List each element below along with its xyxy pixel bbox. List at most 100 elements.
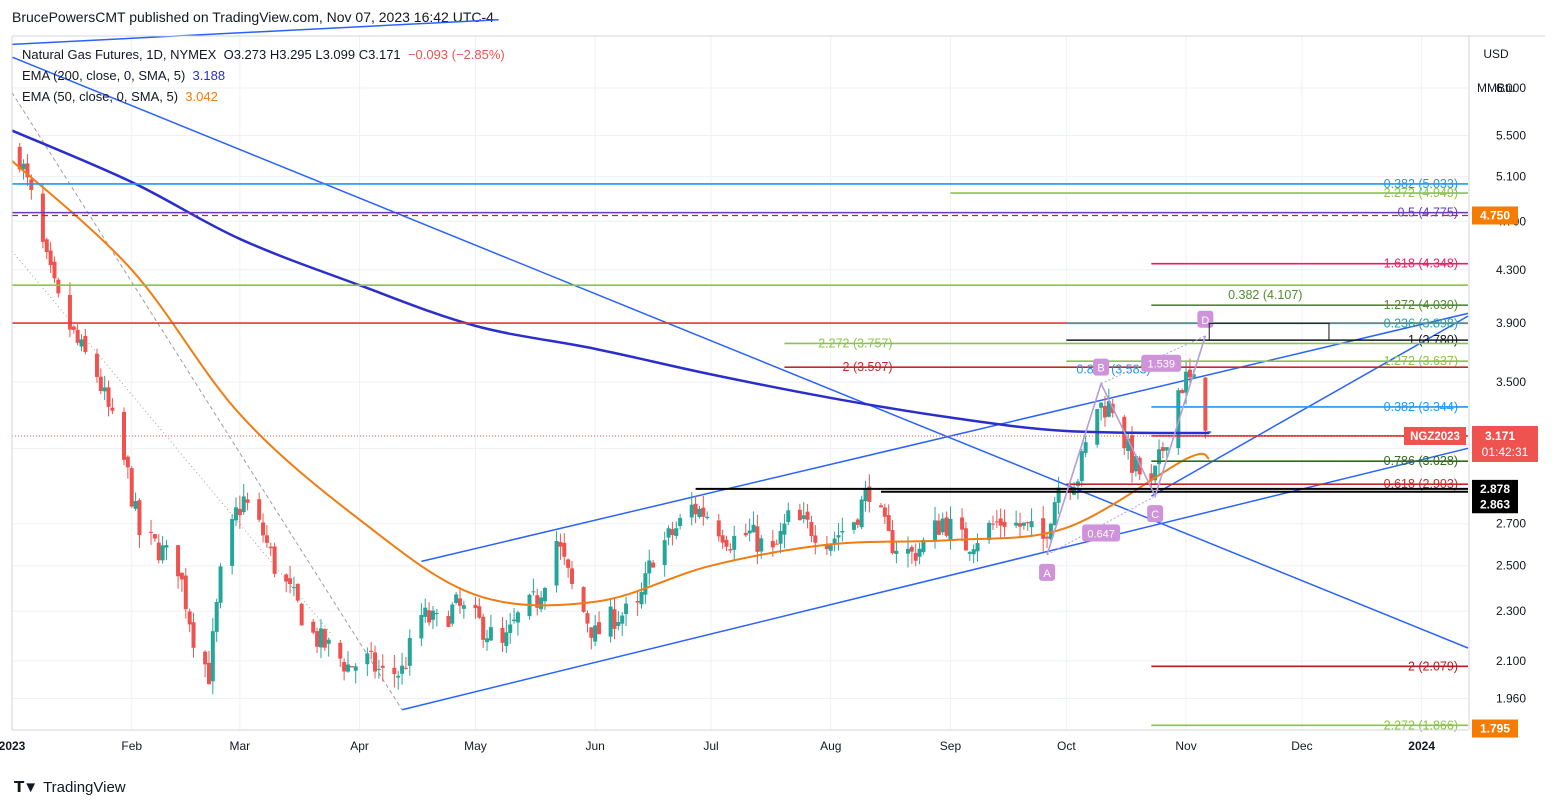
level-label: 1.272 (3.637) [1384, 354, 1458, 368]
legend-ema50-label: EMA (50, close, 0, SMA, 5) [22, 89, 179, 104]
pattern-point-badge [1093, 358, 1110, 376]
candle-body [346, 664, 350, 672]
candle-body [17, 146, 22, 170]
candle-body [535, 595, 540, 608]
tradingview-logo-icon: 𝗧▼ [14, 779, 38, 796]
candle-body [1014, 522, 1019, 526]
candle-body [990, 523, 995, 525]
candle-body [585, 613, 590, 624]
trendline-steep [1150, 315, 1469, 497]
countdown-tag: 01:42:31 [1482, 445, 1529, 459]
candle-body [349, 666, 354, 668]
candle-body [1029, 521, 1034, 528]
level-label: 2 (2.079) [1408, 659, 1458, 673]
candle-body [662, 540, 667, 565]
candle-body [531, 591, 536, 593]
candle-body [203, 651, 208, 665]
candle-body [906, 548, 910, 554]
trendline-top [11, 18, 499, 46]
candle-body [133, 501, 138, 509]
low-price-tag-bg [1472, 719, 1518, 738]
candle-body [828, 545, 833, 551]
chart-overlays [11, 18, 1469, 711]
target-box [1208, 322, 1330, 341]
low-price-tag: 1.795 [1480, 722, 1510, 736]
candle-body [921, 539, 926, 553]
candle-body [214, 601, 219, 632]
level-label: 1.618 (4.348) [1384, 257, 1458, 271]
candle-body [261, 522, 266, 536]
ratio-badge [1141, 354, 1182, 372]
candle-body [944, 517, 949, 536]
candle-body [678, 517, 683, 526]
ema-lines [11, 129, 1210, 607]
candle-body [882, 507, 887, 517]
y-tick-label: 2.300 [1496, 604, 1526, 618]
level-label: 0.382 (5.033) [1384, 177, 1458, 191]
candle-body [1025, 522, 1030, 524]
candle-body [1184, 371, 1189, 393]
x-tick-label: Oct [1057, 739, 1076, 753]
candle-body [832, 538, 837, 545]
candle-body [237, 508, 242, 516]
brand-label: TradingView [43, 778, 126, 796]
candle-body [1157, 449, 1162, 465]
candle-body [454, 594, 459, 603]
candle-body [824, 544, 829, 550]
candle-body [210, 631, 215, 682]
candle-body [458, 598, 462, 606]
dashed-trend [11, 92, 403, 711]
level-price-tag-bg [1472, 495, 1518, 514]
x-tick-label: 2023 [0, 739, 26, 753]
legend-change: −0.093 (−2.85%) [407, 47, 505, 62]
candle-body [183, 575, 188, 610]
candle-body [504, 632, 509, 647]
candle-body [616, 622, 621, 626]
candle-body [156, 542, 161, 561]
level-label: 0.786 (3.028) [1384, 454, 1458, 468]
candle-body [759, 538, 764, 552]
chart-legend: Natural Gas Futures, 1D, NYMEX O3.273 H3… [22, 44, 505, 107]
candle-body [994, 521, 999, 523]
symbol-tag-bg [1404, 426, 1466, 445]
x-tick-label: Mar [230, 739, 251, 753]
candle-body [322, 629, 327, 648]
alert-price-tag: 4.750 [1480, 208, 1510, 222]
abcd-pattern: A B C D 0.647 1.539 [1039, 310, 1330, 581]
candle-body [500, 627, 505, 643]
x-tick-label: Feb [121, 739, 142, 753]
candle-body [481, 616, 486, 640]
candle-body [403, 667, 408, 669]
candle-body [566, 559, 571, 568]
candle-body [110, 407, 115, 411]
candle-body [106, 387, 111, 407]
candle-body [782, 523, 787, 535]
candle-body [689, 504, 694, 518]
candle-body [419, 614, 424, 639]
candle-body [894, 550, 899, 554]
candle-body [562, 542, 567, 557]
x-tick-label: Nov [1175, 739, 1196, 753]
candle-body [67, 295, 72, 330]
level-label: 0.382 (3.344) [1384, 400, 1458, 414]
candle-body [137, 500, 142, 536]
candle-body [477, 606, 482, 618]
candle-body [25, 163, 30, 178]
candle-body [369, 650, 374, 652]
legend-ema200-label: EMA (200, close, 0, SMA, 5) [22, 68, 186, 83]
candle-body [960, 517, 965, 530]
ratio-label: 0.647 [1087, 529, 1115, 541]
candle-body [1164, 447, 1169, 451]
x-tick-label: Dec [1291, 739, 1312, 753]
candle-body [353, 666, 358, 671]
currency-label: USD [1483, 47, 1509, 61]
candle-body [635, 601, 640, 603]
candle-body [647, 560, 652, 574]
candle-body [701, 507, 706, 517]
last-price-tag-bg [1472, 425, 1538, 462]
pattern-point-label: D [1201, 315, 1209, 327]
candle-body [245, 499, 250, 503]
chart-axes: 2023 Feb Mar Apr May Jun Jul Aug Sep Oct Nov Dec 202… [0, 35, 1545, 753]
candle-body [786, 510, 791, 523]
